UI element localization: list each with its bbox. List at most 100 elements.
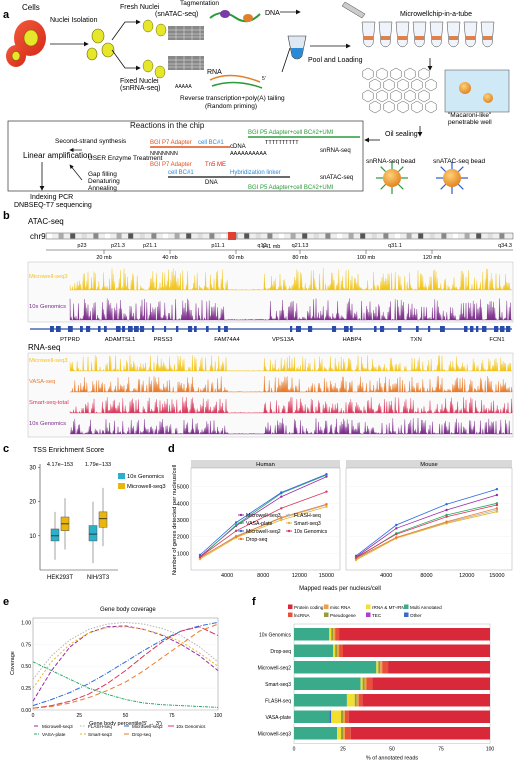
rna-tracks: Microwell-seq3 VASA-seq Smart-seq-total 10x… [29, 355, 513, 435]
legend-label: TEC [372, 613, 382, 618]
x-tick-label: 12000 [459, 573, 474, 579]
x-tick-label: 75 [169, 713, 175, 719]
y-axis-label: Number of genes detected per nucleus/cel… [172, 465, 178, 575]
series-line [199, 506, 327, 560]
second-strand-label: Second-strand synthesis [55, 138, 127, 145]
legend-label: VASA-plate [42, 732, 66, 737]
chart-d: Number of genes detected per nucleus/cel… [172, 460, 513, 592]
box [88, 525, 98, 542]
panel-d: d Number of genes detected per nucleus/c… [168, 443, 513, 592]
x-tick-label: 12000 [292, 573, 307, 579]
legend-label: Protein coding [294, 605, 324, 610]
chip [381, 36, 390, 40]
stack-segment [343, 727, 345, 740]
bead [459, 82, 471, 94]
band-label: q31.1 [388, 243, 402, 249]
band-label: q21.13 [292, 243, 309, 249]
gene-label: ADAMTSL1 [105, 337, 136, 343]
ttt-label: TTTTTTTTTT [265, 140, 299, 146]
stack-segment [350, 727, 490, 740]
stack-segment [360, 677, 363, 690]
bead-oligo [380, 166, 387, 173]
legend-label: misc RNA [330, 605, 351, 610]
data-point [395, 523, 398, 527]
panel-label-b: b [3, 210, 10, 222]
x-tick-label: 15000 [489, 573, 504, 579]
scale-tick-label: 60 mb [228, 255, 243, 261]
stack-segment [346, 694, 355, 707]
hex-well [425, 78, 437, 92]
data-point [495, 510, 499, 513]
atac-signal [69, 268, 513, 291]
ideogram-band [406, 233, 412, 239]
tn5-enzyme [220, 10, 230, 18]
nucleus [142, 19, 154, 33]
ideogram-band [186, 233, 192, 239]
cells-label: Cells [22, 3, 40, 12]
legend-swatch [118, 473, 125, 479]
ideogram-band [221, 233, 226, 239]
gene-exon [380, 326, 385, 332]
stack-segment [364, 677, 367, 690]
gap-filling-label: Gap filling [88, 171, 117, 178]
x-tick-label: 25 [76, 713, 82, 719]
gene-exon [464, 326, 468, 332]
hex-well [404, 89, 416, 103]
legend-label: Drop-seq [246, 537, 267, 543]
cdna-label: cDNA [230, 144, 246, 150]
legend-swatch [324, 612, 329, 617]
plot-area [32, 617, 219, 711]
panel-label-c: c [3, 443, 9, 455]
rna-track-label: Smart-seq-total [29, 400, 69, 406]
y-tick-label: 0.00 [21, 708, 31, 714]
beads [376, 162, 468, 194]
tube [361, 21, 376, 48]
ideogram-band [81, 233, 87, 239]
gene-exon [86, 326, 91, 332]
data-point [280, 516, 283, 519]
data-point [495, 507, 499, 510]
plate-grid [168, 56, 204, 70]
bead-oligo [380, 183, 387, 190]
p-value-label: 4.17e−153 [47, 462, 73, 468]
plate-grid [168, 26, 204, 40]
bgi-p7-bot: BGI P7 Adapter [150, 162, 192, 168]
x-tick-label: 100 [214, 713, 223, 719]
ideogram-band [244, 233, 250, 239]
panel-label-d: d [168, 443, 175, 455]
gene-label: FAM74A4 [214, 337, 240, 343]
gene-exon [470, 326, 474, 332]
ideogram-band [116, 233, 122, 239]
y-tick-label: 5000 [177, 485, 189, 491]
ideogram-band [302, 233, 308, 239]
gene-exon [296, 326, 301, 332]
ideogram-band [174, 233, 180, 239]
rna-signal [69, 397, 513, 414]
bead [443, 169, 461, 187]
y-axis-label: Coverage [10, 651, 16, 675]
gene-label: FCN1 [489, 337, 504, 343]
tube-liquid [291, 48, 303, 59]
bead [483, 93, 493, 103]
gene-exon [68, 326, 73, 332]
ideogram-band [360, 233, 366, 239]
gene-exon [428, 326, 431, 332]
rna-title: RNA-seq [28, 343, 60, 352]
hex-well [383, 100, 395, 114]
legend-label: 10x Genomics [294, 529, 328, 535]
cell-nucleus [23, 29, 39, 47]
dnbseq-label: DNBSEQ-T7 sequencing [14, 202, 92, 209]
series-line [32, 661, 219, 708]
hex-well [369, 100, 381, 114]
scale-ticks: 20 mb 40 mb 60 mb 80 mb 100 mb 120 mb [96, 250, 441, 261]
scale-tick-label: 20 mb [96, 255, 111, 261]
chip [398, 36, 407, 40]
chart-e-title: Gene body coverage [100, 607, 156, 613]
legend-label: Drop-seq [132, 732, 151, 737]
row-label: Microwell-seq2 [258, 665, 292, 671]
x-axis-label: % of annotated reads [366, 756, 419, 762]
gene-exon [122, 326, 126, 332]
legend-label: Microwell-seq2 [246, 529, 281, 535]
ideogram-band [487, 233, 493, 239]
data-point [495, 487, 499, 491]
